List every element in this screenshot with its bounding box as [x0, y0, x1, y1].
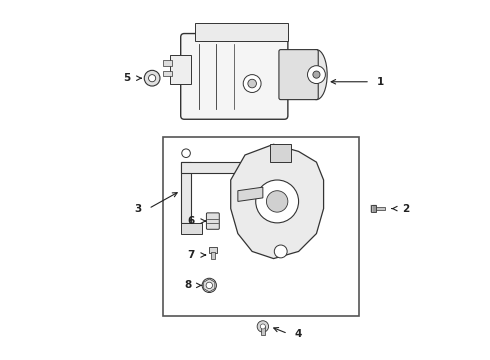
Polygon shape — [181, 223, 202, 234]
Polygon shape — [270, 144, 292, 162]
Circle shape — [308, 66, 325, 84]
Circle shape — [243, 75, 261, 93]
Text: 1: 1 — [377, 77, 384, 87]
Bar — [170, 55, 192, 84]
Circle shape — [274, 145, 287, 158]
Circle shape — [313, 71, 320, 78]
Circle shape — [245, 33, 253, 41]
Bar — [209, 247, 217, 253]
Circle shape — [260, 324, 266, 329]
Text: 2: 2 — [402, 203, 409, 213]
FancyBboxPatch shape — [206, 213, 220, 229]
FancyBboxPatch shape — [181, 33, 288, 119]
Circle shape — [144, 70, 160, 86]
Circle shape — [266, 33, 274, 41]
Ellipse shape — [306, 50, 327, 100]
Text: 8: 8 — [184, 280, 192, 291]
Bar — [163, 71, 172, 76]
Bar — [261, 327, 265, 336]
Circle shape — [223, 33, 231, 41]
Bar — [376, 207, 386, 210]
Circle shape — [267, 191, 288, 212]
Polygon shape — [231, 144, 323, 258]
Text: 7: 7 — [188, 250, 195, 260]
Text: 5: 5 — [123, 73, 131, 83]
Circle shape — [274, 245, 287, 258]
Text: 6: 6 — [188, 216, 195, 226]
Bar — [211, 252, 215, 259]
Bar — [163, 60, 172, 66]
Circle shape — [201, 33, 210, 41]
FancyBboxPatch shape — [279, 50, 318, 100]
Circle shape — [182, 149, 190, 157]
Bar — [163, 137, 359, 316]
Polygon shape — [238, 187, 263, 202]
Polygon shape — [181, 162, 192, 223]
Circle shape — [257, 321, 269, 332]
Circle shape — [202, 278, 217, 293]
Polygon shape — [181, 162, 245, 173]
Bar — [195, 23, 288, 41]
Circle shape — [248, 79, 256, 88]
Text: 4: 4 — [295, 329, 302, 339]
Text: 3: 3 — [134, 203, 142, 213]
Circle shape — [256, 180, 298, 223]
Bar — [371, 205, 376, 212]
Circle shape — [148, 75, 156, 82]
Circle shape — [206, 282, 213, 289]
